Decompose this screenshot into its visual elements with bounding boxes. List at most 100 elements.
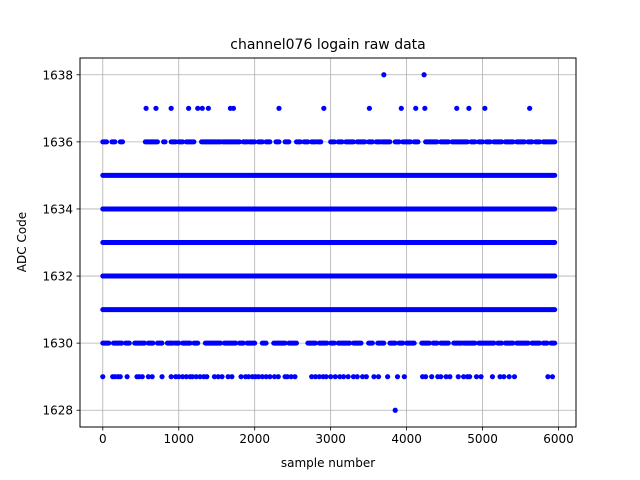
data-point — [447, 374, 453, 380]
data-point — [478, 374, 484, 380]
data-point — [205, 105, 211, 111]
data-point — [211, 374, 218, 380]
data-point — [312, 374, 319, 380]
data-point — [230, 105, 237, 111]
data-point — [139, 374, 145, 380]
data-point — [423, 374, 429, 380]
data-point — [466, 105, 472, 111]
data-point — [359, 374, 366, 380]
data-point — [455, 374, 461, 380]
data-point — [117, 374, 123, 380]
data-point — [145, 374, 151, 380]
data-point — [292, 374, 298, 380]
data-point — [323, 374, 329, 380]
y-axis-ticks: 1628 1630 1632 1634 1636 1638 — [42, 68, 80, 418]
data-point — [276, 105, 282, 111]
data-point — [328, 374, 334, 380]
data-point — [189, 374, 196, 380]
data-point — [288, 374, 294, 380]
data-point — [443, 374, 449, 380]
data-point — [497, 374, 503, 380]
x-tick-label: 0 — [99, 432, 107, 446]
data-point — [366, 105, 372, 111]
data-point — [549, 374, 556, 380]
data-point — [271, 374, 278, 380]
chart-title: channel076 logain raw data — [230, 37, 425, 53]
data-point — [238, 374, 244, 380]
data-point — [255, 374, 262, 380]
y-tick-label: 1628 — [42, 404, 73, 418]
y-tick-label: 1632 — [42, 270, 73, 284]
data-points — [100, 72, 558, 413]
y-tick-label: 1630 — [42, 337, 73, 351]
data-point — [159, 374, 165, 380]
data-point — [473, 374, 480, 380]
data-point — [467, 374, 473, 380]
data-point — [340, 374, 347, 380]
data-point — [332, 374, 338, 380]
data-point — [284, 374, 290, 380]
data-point — [438, 374, 444, 380]
y-tick-label: 1634 — [42, 202, 73, 216]
data-point — [392, 407, 398, 413]
data-point — [460, 374, 467, 380]
data-point — [195, 105, 201, 111]
data-point — [385, 374, 391, 380]
data-point — [197, 374, 203, 380]
data-point — [219, 374, 225, 380]
data-point — [183, 374, 189, 380]
data-point — [124, 374, 130, 380]
data-point — [381, 72, 387, 78]
data-point — [511, 374, 518, 380]
data-point — [401, 374, 407, 380]
data-point — [482, 105, 488, 111]
data-point — [275, 374, 281, 380]
plot-frame — [79, 57, 577, 428]
x-axis-ticks: 0 1000 2000 3000 4000 5000 6000 — [99, 427, 574, 446]
data-point — [215, 374, 221, 380]
data-point — [321, 105, 327, 111]
data-point — [489, 374, 496, 380]
data-point — [375, 374, 382, 380]
y-tick-label: 1636 — [42, 135, 73, 149]
data-point — [246, 374, 252, 380]
data-point — [168, 105, 174, 111]
data-point — [229, 374, 235, 380]
data-point — [429, 374, 435, 380]
x-tick-label: 5000 — [467, 432, 498, 446]
data-point — [316, 374, 322, 380]
x-tick-label: 2000 — [239, 432, 270, 446]
data-point — [186, 105, 192, 111]
data-point — [149, 374, 155, 380]
data-point — [421, 72, 427, 78]
data-point — [176, 374, 182, 380]
data-point — [168, 374, 174, 380]
data-point — [153, 105, 159, 111]
data-point — [263, 374, 269, 380]
data-point — [350, 374, 357, 380]
y-axis-label: ADC Code — [15, 212, 29, 272]
data-point — [204, 374, 210, 380]
x-axis-label: sample number — [281, 456, 375, 470]
data-point — [371, 374, 377, 380]
data-point — [309, 374, 315, 380]
data-point — [527, 105, 533, 111]
data-point — [337, 374, 343, 380]
data-point — [267, 374, 273, 380]
x-tick-label: 3000 — [315, 432, 346, 446]
data-point — [143, 105, 149, 111]
data-point — [501, 374, 507, 380]
x-tick-label: 6000 — [543, 432, 574, 446]
x-tick-label: 4000 — [391, 432, 422, 446]
data-point — [545, 374, 551, 380]
data-point — [506, 374, 512, 380]
data-point — [398, 105, 404, 111]
data-point — [259, 374, 265, 380]
data-point — [193, 374, 199, 380]
data-point — [345, 374, 351, 380]
data-point — [225, 374, 231, 380]
data-point — [179, 374, 186, 380]
data-point — [199, 105, 205, 111]
x-tick-label: 1000 — [163, 432, 194, 446]
